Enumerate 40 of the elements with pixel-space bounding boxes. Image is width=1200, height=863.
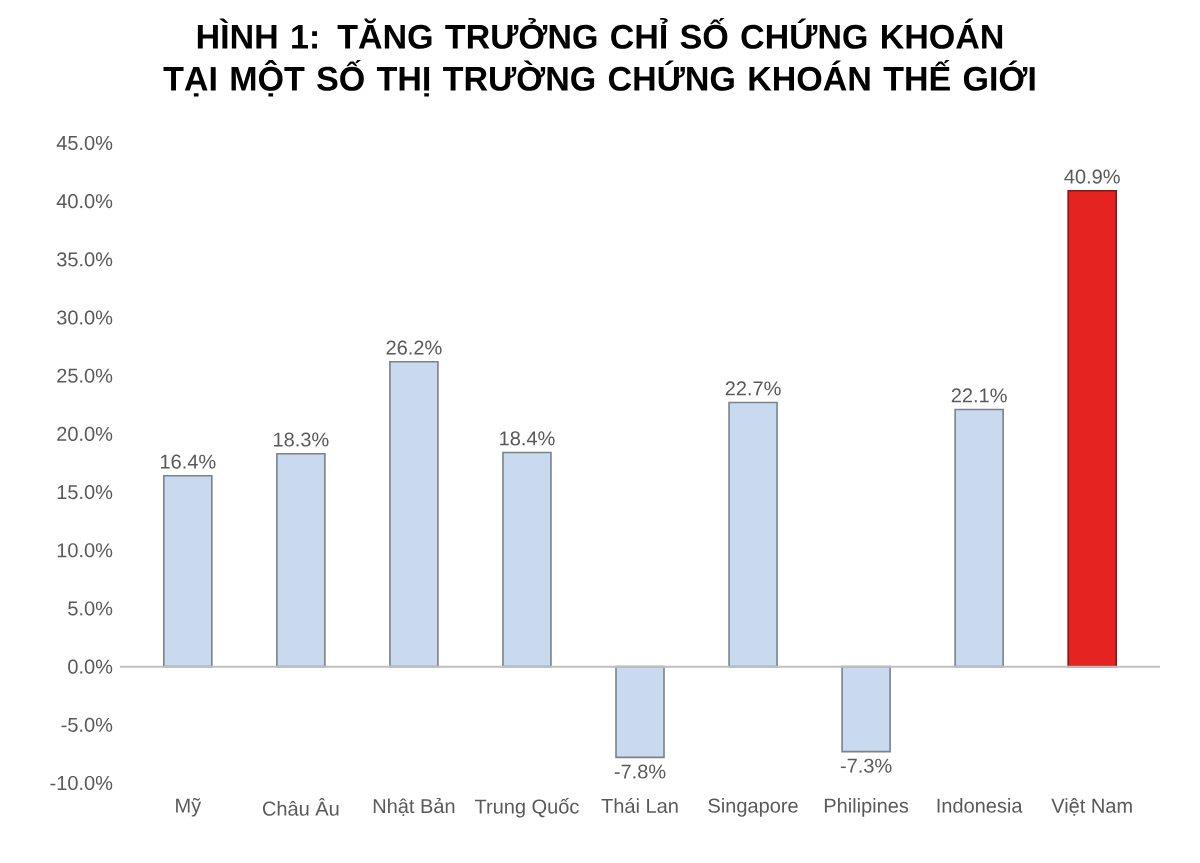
x-tick-label: Việt Nam [1051, 798, 1132, 816]
x-tick-label: Indonesia [937, 798, 1023, 813]
data-label: 22.1% [951, 388, 1007, 403]
y-tick-label: -10.0% [50, 775, 113, 791]
y-tick-label: 40.0% [56, 194, 113, 209]
data-label: -7.8% [614, 764, 666, 779]
bar [615, 665, 665, 759]
bar [954, 408, 1004, 668]
data-label: 18.4% [500, 431, 555, 446]
y-tick-label: 5.0% [68, 601, 113, 616]
data-label: 40.9% [1064, 169, 1120, 184]
x-tick-label: Singapore [708, 798, 798, 817]
x-tick-label: Mỹ [176, 798, 202, 817]
x-tick-label: Nhật Bản [373, 798, 455, 817]
bar [389, 360, 439, 668]
x-tick-label: Trung Quốc [474, 798, 579, 818]
y-tick-label: 0.0% [68, 659, 113, 674]
y-tick-label: 45.0% [56, 135, 113, 151]
bar [502, 451, 552, 668]
y-tick-label: 25.0% [57, 368, 113, 383]
x-tick-label: Philipines [824, 798, 909, 817]
data-label: 18.3% [274, 432, 329, 447]
x-tick-label: Châu Âu [262, 798, 339, 816]
data-label: 16.4% [161, 454, 216, 469]
y-tick-label: -5.0% [61, 717, 113, 732]
data-label: 22.7% [725, 381, 781, 396]
data-label: -7.3% [840, 758, 892, 773]
chart-title: HÌNH 1: TĂNG TRƯỞNG CHỈ SỐ CHỨNG KHOÁN TẠI MỘT SỐ THỊ TRƯỜNG CHỨNG KHOÁN THẾ GIỚI [163, 18, 1035, 97]
y-tick-label: 20.0% [57, 426, 113, 441]
y-tick-label: 15.0% [57, 485, 113, 500]
bar [1067, 189, 1117, 668]
y-tick-label: 30.0% [56, 310, 113, 325]
y-tick-label: 35.0% [56, 252, 113, 267]
data-label: 26.2% [386, 340, 442, 355]
bar [163, 475, 213, 668]
bar [841, 665, 891, 753]
y-tick-label: 10.0% [57, 543, 113, 558]
x-tick-label: Thái Lan [601, 798, 678, 813]
bar [728, 401, 778, 668]
bar [276, 452, 326, 668]
